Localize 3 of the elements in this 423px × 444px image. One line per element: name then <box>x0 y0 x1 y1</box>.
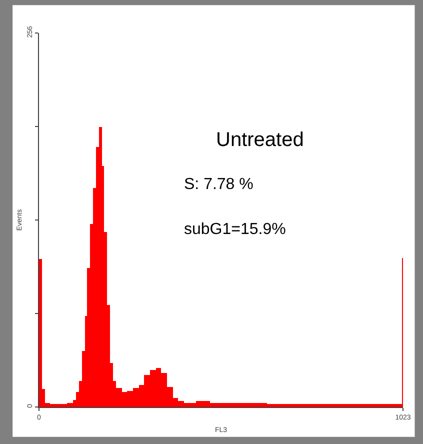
annotation: S: 7.78 % <box>184 176 254 193</box>
annotation: Untreated <box>216 129 304 151</box>
annotation: subG1=15.9% <box>184 221 286 238</box>
